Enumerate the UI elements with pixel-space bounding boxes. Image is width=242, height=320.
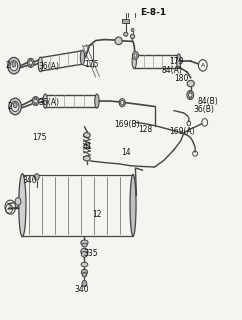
Ellipse shape xyxy=(95,94,99,108)
Text: A: A xyxy=(201,63,205,68)
Text: E-8-1: E-8-1 xyxy=(140,8,166,17)
Ellipse shape xyxy=(83,132,90,138)
Ellipse shape xyxy=(8,57,20,74)
Ellipse shape xyxy=(11,101,19,112)
Ellipse shape xyxy=(27,58,34,67)
Text: 340: 340 xyxy=(22,176,37,185)
Text: 180: 180 xyxy=(174,74,188,83)
Ellipse shape xyxy=(80,50,85,65)
Ellipse shape xyxy=(132,52,138,60)
Ellipse shape xyxy=(12,62,16,67)
Ellipse shape xyxy=(81,269,87,275)
Ellipse shape xyxy=(38,57,43,72)
Ellipse shape xyxy=(82,243,87,247)
Ellipse shape xyxy=(124,32,128,36)
Ellipse shape xyxy=(189,92,192,97)
Ellipse shape xyxy=(83,156,90,161)
Ellipse shape xyxy=(119,99,125,107)
Text: 12: 12 xyxy=(92,210,102,219)
Ellipse shape xyxy=(130,34,135,39)
Text: 14: 14 xyxy=(121,148,131,157)
Ellipse shape xyxy=(121,100,124,105)
Ellipse shape xyxy=(187,91,194,100)
Text: 340: 340 xyxy=(74,284,89,293)
Ellipse shape xyxy=(132,54,136,68)
Ellipse shape xyxy=(13,103,17,108)
Ellipse shape xyxy=(34,174,39,180)
Ellipse shape xyxy=(82,272,87,277)
Ellipse shape xyxy=(30,58,32,61)
Text: 169(A): 169(A) xyxy=(169,126,195,135)
Ellipse shape xyxy=(81,240,88,245)
Bar xyxy=(122,19,129,23)
Ellipse shape xyxy=(134,53,137,57)
Ellipse shape xyxy=(34,99,37,103)
Text: 36(A): 36(A) xyxy=(38,98,59,107)
Ellipse shape xyxy=(35,103,37,106)
Text: 2: 2 xyxy=(6,61,10,70)
Ellipse shape xyxy=(189,91,191,93)
Ellipse shape xyxy=(19,174,26,237)
Text: A: A xyxy=(8,205,12,210)
Ellipse shape xyxy=(189,97,191,100)
Text: 84(B): 84(B) xyxy=(198,97,219,106)
Text: 175: 175 xyxy=(32,133,46,142)
Ellipse shape xyxy=(29,60,33,65)
Text: 36(A): 36(A) xyxy=(38,62,59,71)
Text: 179: 179 xyxy=(169,57,184,66)
Ellipse shape xyxy=(187,80,194,87)
Text: 41: 41 xyxy=(83,142,92,151)
Ellipse shape xyxy=(15,197,21,205)
Text: 2: 2 xyxy=(8,102,13,111)
Ellipse shape xyxy=(30,65,32,67)
Ellipse shape xyxy=(81,262,88,267)
Ellipse shape xyxy=(32,97,39,106)
Ellipse shape xyxy=(81,252,87,257)
Ellipse shape xyxy=(131,28,134,32)
Ellipse shape xyxy=(130,174,136,236)
Ellipse shape xyxy=(177,54,181,68)
Text: 84(A): 84(A) xyxy=(162,66,183,75)
Ellipse shape xyxy=(10,60,18,71)
Text: 169(B): 169(B) xyxy=(114,120,139,129)
Ellipse shape xyxy=(81,248,88,255)
Text: 128: 128 xyxy=(138,125,152,134)
Text: 36(B): 36(B) xyxy=(193,105,214,114)
Ellipse shape xyxy=(82,280,87,287)
Text: 335: 335 xyxy=(84,250,98,259)
Ellipse shape xyxy=(9,98,21,115)
Text: 175: 175 xyxy=(84,60,98,69)
Ellipse shape xyxy=(115,37,122,45)
Ellipse shape xyxy=(43,94,47,108)
Ellipse shape xyxy=(35,97,37,99)
